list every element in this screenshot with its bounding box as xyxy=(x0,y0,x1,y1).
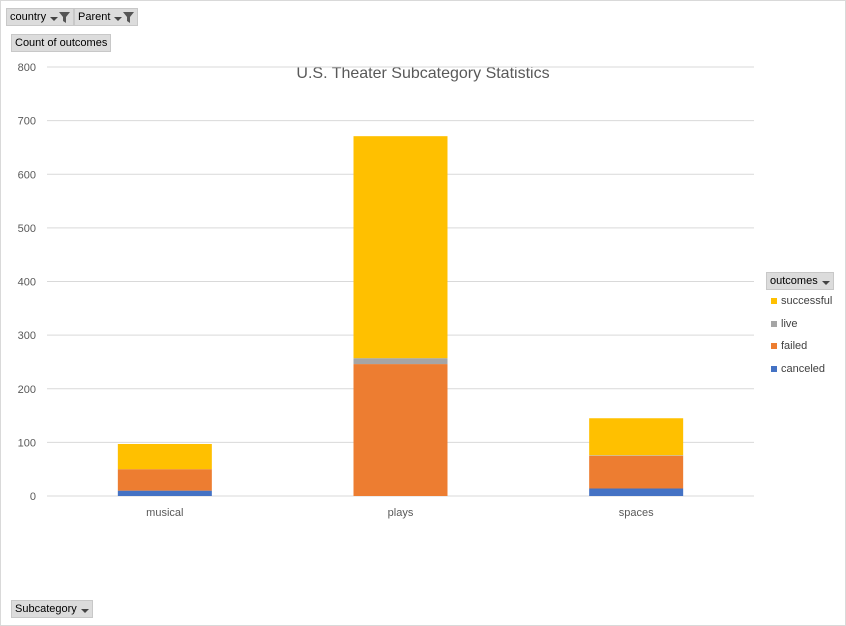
bar-plays-successful[interactable] xyxy=(353,136,448,359)
x-tick-label: plays xyxy=(388,507,414,519)
bar-plays-live[interactable] xyxy=(353,358,448,365)
legend-label: canceled xyxy=(781,362,826,375)
filter-funnel-icon xyxy=(59,11,71,23)
bar-plays-failed[interactable] xyxy=(353,364,448,496)
legend-swatch xyxy=(771,298,777,304)
parent-filter-button[interactable]: Parent xyxy=(74,8,139,26)
bar-spaces-canceled[interactable] xyxy=(589,488,684,496)
legend-swatch xyxy=(771,365,777,372)
y-tick-label: 0 xyxy=(30,491,36,503)
y-tick-label: 500 xyxy=(18,223,36,235)
subcategory-field-label: Subcategory xyxy=(15,603,77,615)
bar-spaces-failed[interactable] xyxy=(589,455,684,489)
x-tick-label: musical xyxy=(146,507,183,519)
y-tick-label: 300 xyxy=(18,330,36,342)
x-tick-label: spaces xyxy=(619,507,654,519)
legend-label: failed xyxy=(781,340,808,352)
y-tick-label: 700 xyxy=(18,116,36,128)
y-tick-label: 200 xyxy=(18,384,36,396)
outcomes-legend-field-button[interactable]: outcomes xyxy=(766,272,834,290)
legend-item-canceled: canceled xyxy=(771,362,825,376)
bar-musical-canceled[interactable] xyxy=(117,490,212,496)
outcomes-legend-field-label: outcomes xyxy=(770,275,818,287)
dropdown-arrow-icon xyxy=(821,280,830,285)
values-field-button[interactable]: Count of outcomes xyxy=(11,34,112,52)
parent-filter-label: Parent xyxy=(78,11,111,23)
y-tick-label: 800 xyxy=(18,62,36,74)
subcategory-field-button[interactable]: Subcategory xyxy=(11,600,93,618)
bar-musical-successful[interactable] xyxy=(117,443,212,470)
dropdown-arrow-icon xyxy=(80,608,89,613)
legend-swatch xyxy=(771,320,777,327)
dropdown-arrow-icon xyxy=(114,16,123,21)
legend-label: live xyxy=(781,317,798,330)
filter-funnel-icon xyxy=(123,11,135,23)
y-tick-label: 400 xyxy=(18,277,36,289)
country-filter-button[interactable]: country xyxy=(6,8,75,26)
y-tick-label: 600 xyxy=(18,169,36,181)
values-field-label: Count of outcomes xyxy=(15,37,108,49)
legend-item-live: live xyxy=(771,317,798,331)
country-filter-label: country xyxy=(10,11,47,23)
legend-label: successful xyxy=(781,295,833,307)
legend-item-failed: failed xyxy=(771,339,807,353)
chart-title: U.S. Theater Subcategory Statistics xyxy=(296,65,550,82)
legend-swatch xyxy=(771,343,777,349)
dropdown-arrow-icon xyxy=(50,16,59,21)
bar-musical-failed[interactable] xyxy=(117,469,212,491)
y-tick-label: 100 xyxy=(18,437,36,449)
bar-spaces-live[interactable] xyxy=(589,455,684,456)
bar-spaces-successful[interactable] xyxy=(589,418,684,456)
legend-item-successful: successful xyxy=(771,294,832,308)
